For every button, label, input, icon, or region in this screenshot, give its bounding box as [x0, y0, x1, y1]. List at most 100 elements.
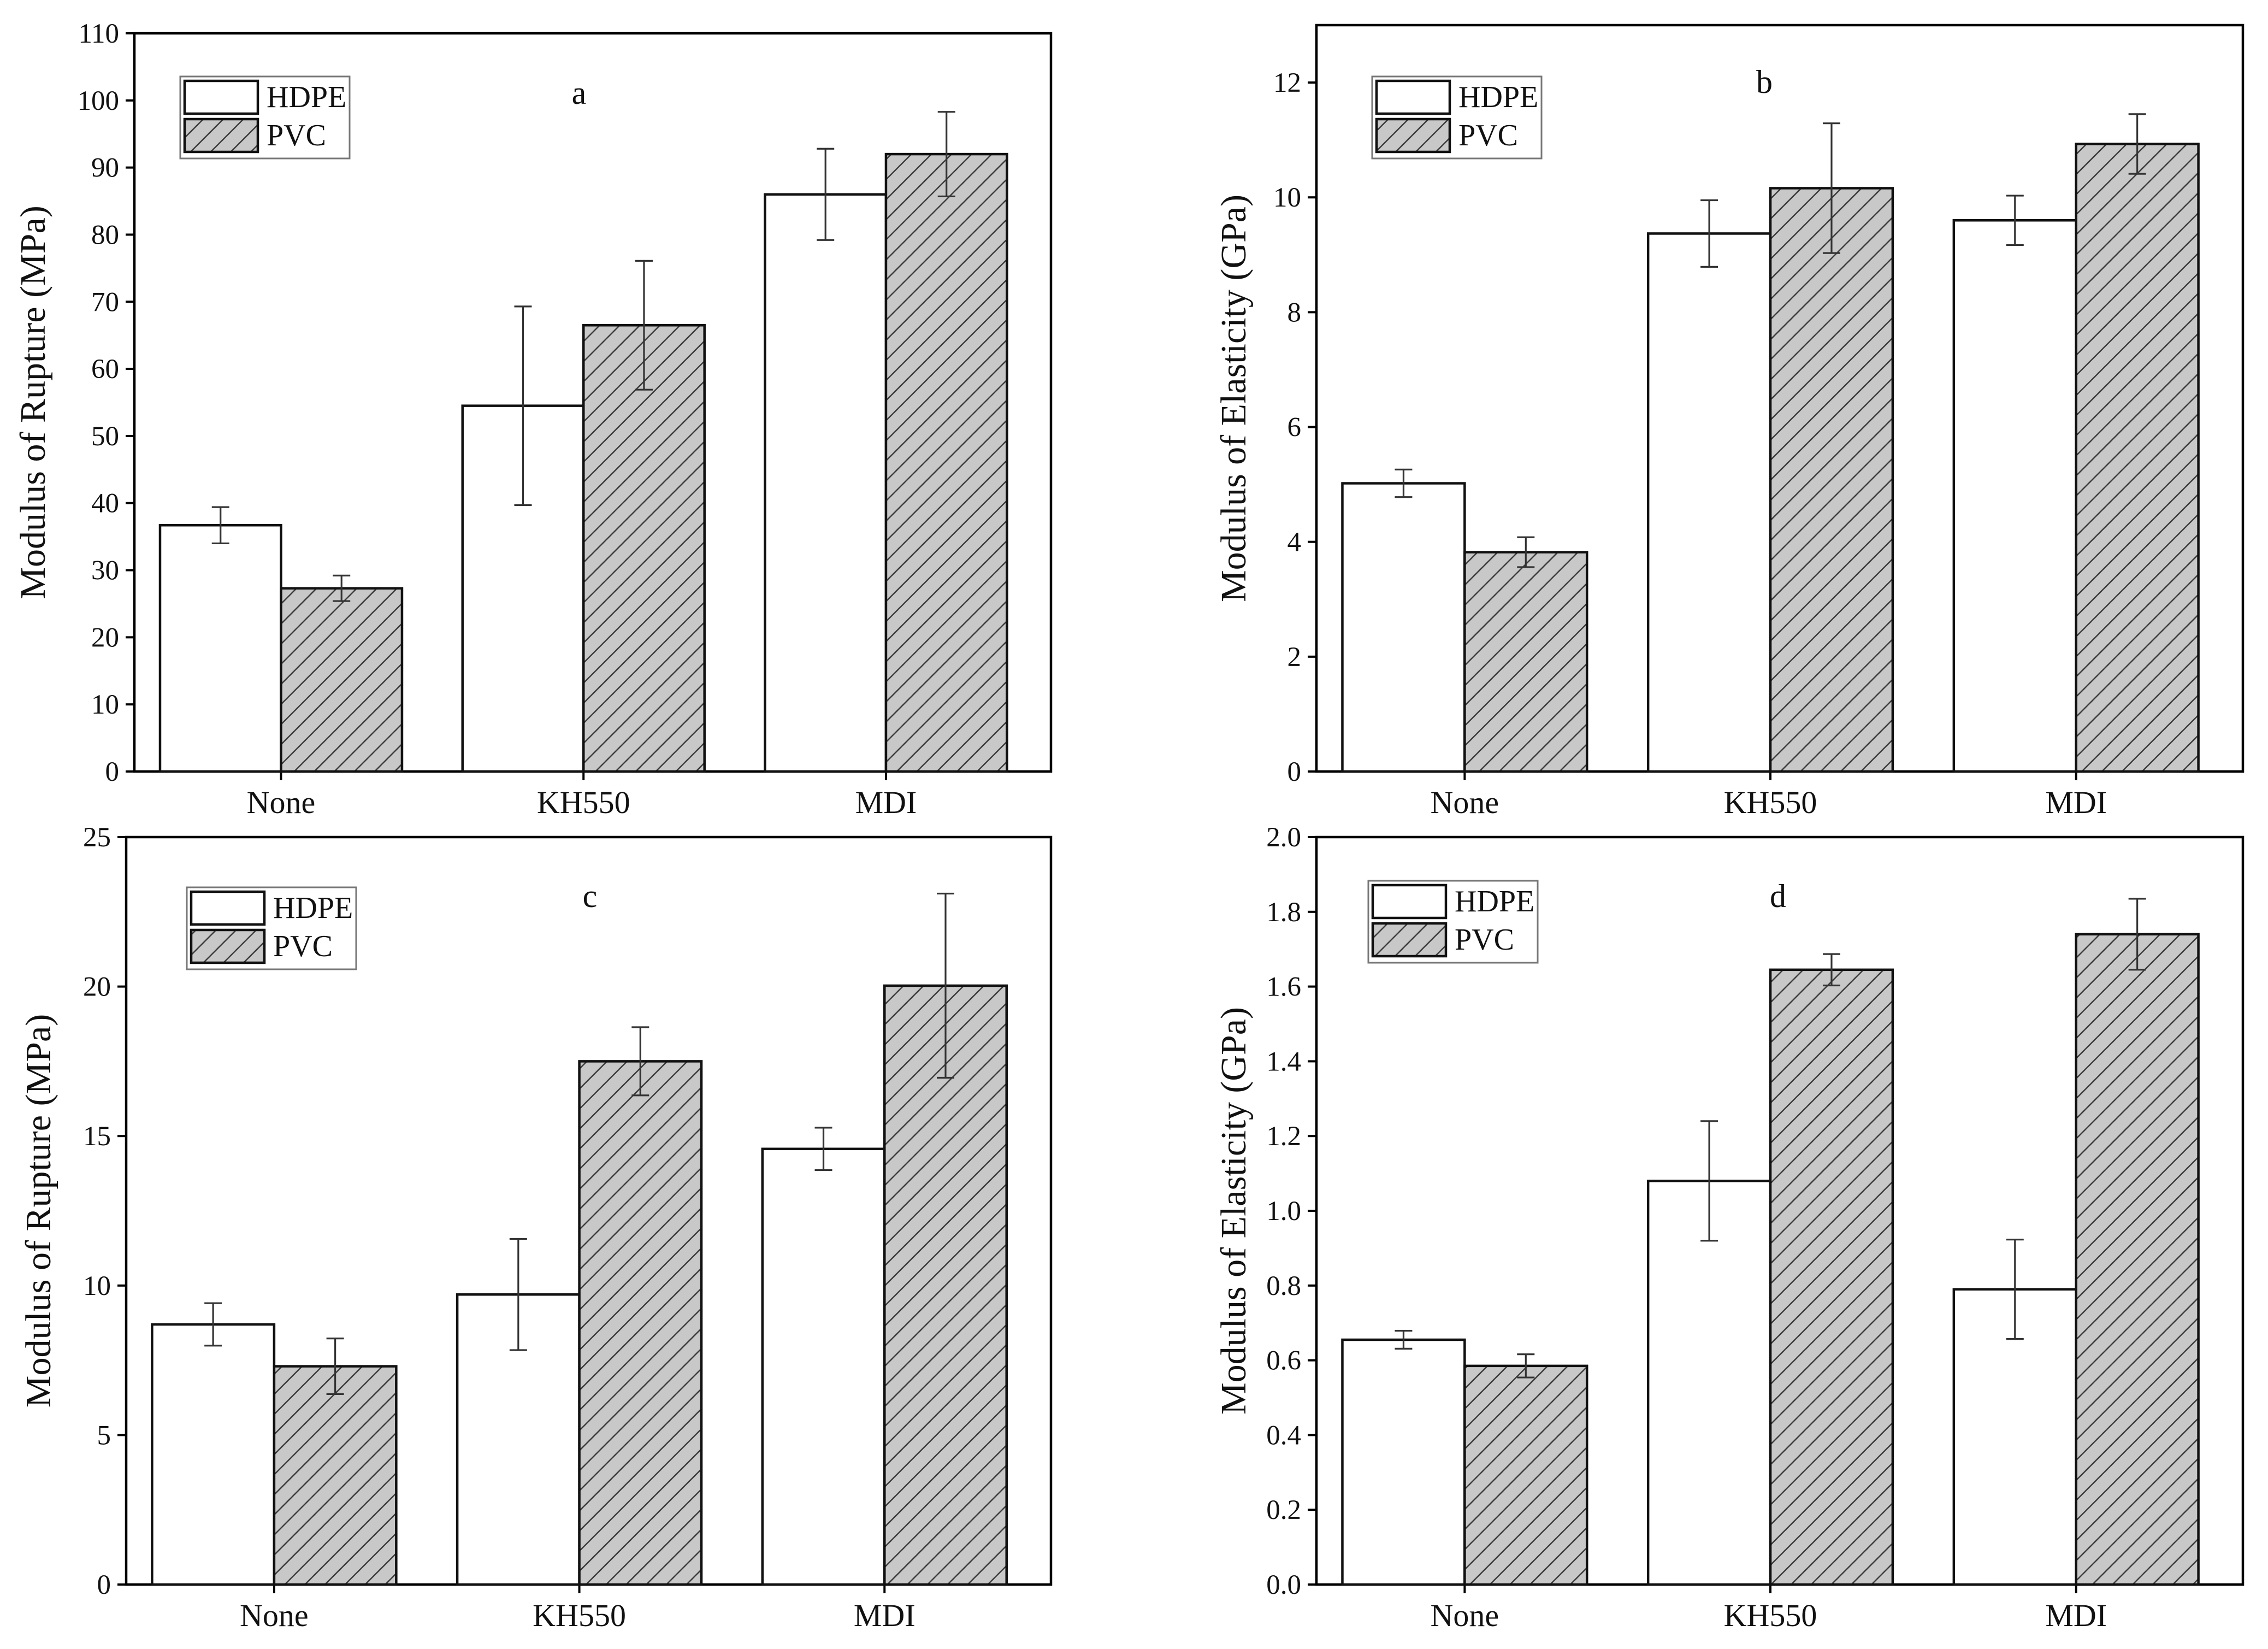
legend-swatch-pvc [1371, 922, 1448, 958]
legend-label-hdpe: HDPE [273, 891, 353, 925]
y-tick-label: 0.4 [1266, 1420, 1301, 1451]
error-bar [333, 574, 351, 602]
bar-pvc-none [273, 1365, 398, 1586]
y-tick-label: 1.2 [1266, 1121, 1301, 1152]
legend-swatch-hdpe [1371, 884, 1448, 920]
error-bar [1700, 1120, 1718, 1242]
y-tick-label: 1.4 [1266, 1046, 1301, 1077]
legend-swatch-pvc [183, 117, 259, 154]
x-tick-label: MDI [855, 785, 917, 820]
x-tick-label: None [1431, 785, 1499, 820]
legend-label-hdpe: HDPE [267, 80, 346, 114]
y-tick-label: 0 [1287, 757, 1302, 787]
error-bar [635, 260, 653, 391]
bar-pvc-mdi [2075, 143, 2200, 773]
y-tick-label: 30 [91, 556, 119, 586]
error-bar [509, 1238, 527, 1351]
x-tick-label: MDI [2045, 1598, 2107, 1633]
y-tick-label: 0.0 [1266, 1570, 1301, 1600]
y-tick-label: 10 [91, 690, 119, 720]
y-tick-label: 80 [91, 220, 119, 250]
y-tick-label: 10 [83, 1271, 111, 1301]
bar-hdpe-kh550 [1646, 232, 1772, 773]
error-bar [1395, 1329, 1413, 1350]
bar-pvc-none [1463, 551, 1588, 773]
x-tick-label: None [247, 785, 316, 820]
y-tick-label: 0.2 [1266, 1495, 1301, 1526]
panel-label: d [1770, 878, 1786, 914]
legend-swatch-pvc [1375, 117, 1451, 154]
y-tick-label: 6 [1287, 413, 1302, 443]
y-tick-label: 50 [91, 421, 119, 452]
x-tick-label: MDI [2045, 785, 2107, 820]
legend-swatch-pvc [190, 928, 266, 964]
legend-label-hdpe: HDPE [1455, 885, 1534, 918]
y-tick-label: 70 [91, 287, 119, 317]
y-tick-label: 0 [97, 1570, 111, 1600]
y-tick-label: 5 [97, 1420, 111, 1451]
bar-hdpe-none [1341, 482, 1466, 773]
y-tick-label: 90 [91, 153, 119, 184]
y-axis-label: Modulus of Elasticity (GPa) [1214, 195, 1254, 602]
x-tick-label: None [240, 1598, 309, 1633]
error-bar [514, 305, 532, 507]
error-bar [1517, 1353, 1535, 1379]
panel-a: 0 10 20 30 40 50 60 70 80 90 100 110 Modulus of Rupt… [13, 19, 1053, 820]
error-bar [2128, 113, 2146, 175]
error-bar [204, 1302, 222, 1347]
error-bar [1395, 468, 1413, 498]
legend: HDPE PVC [1367, 880, 1539, 964]
y-tick-label: 60 [91, 354, 119, 385]
panel-c: 0 5 10 15 20 25 Modulus of Rupture (MPa) None KH… [19, 822, 1053, 1633]
legend-label-pvc: PVC [273, 929, 333, 963]
error-bar [1517, 536, 1535, 568]
bar-hdpe-mdi [1952, 219, 2077, 773]
bar-hdpe-none [1341, 1338, 1466, 1586]
x-tick-label: None [1431, 1598, 1499, 1633]
y-tick-label: 10 [1273, 182, 1301, 213]
y-tick-label: 1.8 [1266, 897, 1301, 928]
panel-label: b [1756, 64, 1773, 100]
bar-hdpe-none [158, 524, 282, 773]
error-bar [817, 148, 835, 241]
error-bar [1822, 122, 1840, 254]
error-bar [631, 1026, 649, 1097]
y-tick-label: 20 [91, 622, 119, 653]
bar-pvc-kh550 [1769, 968, 1894, 1586]
y-tick-label: 8 [1287, 297, 1302, 328]
bar-pvc-none [280, 587, 404, 773]
y-axis-label: Modulus of Rupture (MPa) [13, 205, 53, 599]
error-bar [2128, 898, 2146, 971]
error-bar [1822, 953, 1840, 987]
panel-d: 0.0 0.2 0.4 0.6 0.8 1.0 1.2 1.4 1.6 1.8 2.0 Modulus… [1214, 822, 2245, 1633]
error-bar [2006, 195, 2024, 246]
bar-pvc-none [1463, 1364, 1588, 1586]
y-tick-label: 1.6 [1266, 972, 1301, 1003]
legend-swatch-hdpe [1375, 79, 1451, 115]
panel-b: 0 2 4 6 8 10 12 Modulus of Elasticity (GPa) None… [1214, 23, 2245, 820]
x-tick-label: KH550 [1724, 1598, 1817, 1633]
y-tick-label: 0.6 [1266, 1346, 1301, 1376]
legend-label-pvc: PVC [1455, 923, 1514, 957]
bar-pvc-kh550 [578, 1060, 703, 1586]
error-bar [2006, 1239, 2024, 1340]
panel-label: c [583, 878, 598, 914]
y-tick-label: 20 [83, 972, 111, 1003]
legend-swatch-hdpe [183, 79, 259, 115]
x-tick-label: MDI [854, 1598, 916, 1633]
legend-label-pvc: PVC [267, 119, 326, 152]
legend: HDPE PVC [179, 75, 351, 160]
y-tick-label: 2 [1287, 642, 1302, 673]
y-tick-label: 2.0 [1266, 822, 1301, 853]
error-bar [211, 506, 229, 545]
error-bar [936, 892, 954, 1079]
bar-pvc-kh550 [582, 324, 706, 773]
y-tick-label: 12 [1273, 68, 1301, 98]
error-bar [814, 1127, 832, 1171]
panel-label: a [572, 75, 587, 111]
error-bar [1700, 199, 1718, 268]
y-tick-label: 110 [78, 19, 119, 49]
legend-label-pvc: PVC [1458, 119, 1518, 152]
y-tick-label: 100 [78, 86, 120, 116]
y-axis-label: Modulus of Elasticity (GPa) [1214, 1007, 1254, 1415]
